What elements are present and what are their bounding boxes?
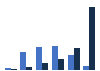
Bar bbox=[89, 7, 95, 70]
Bar bbox=[83, 66, 89, 70]
Bar bbox=[5, 68, 11, 70]
Bar bbox=[42, 63, 48, 70]
Bar bbox=[68, 55, 74, 70]
Bar bbox=[74, 48, 80, 70]
Bar bbox=[26, 67, 32, 70]
Bar bbox=[20, 52, 26, 70]
Bar bbox=[11, 69, 17, 70]
Bar bbox=[58, 59, 64, 70]
Bar bbox=[52, 46, 58, 70]
Bar bbox=[36, 47, 42, 70]
